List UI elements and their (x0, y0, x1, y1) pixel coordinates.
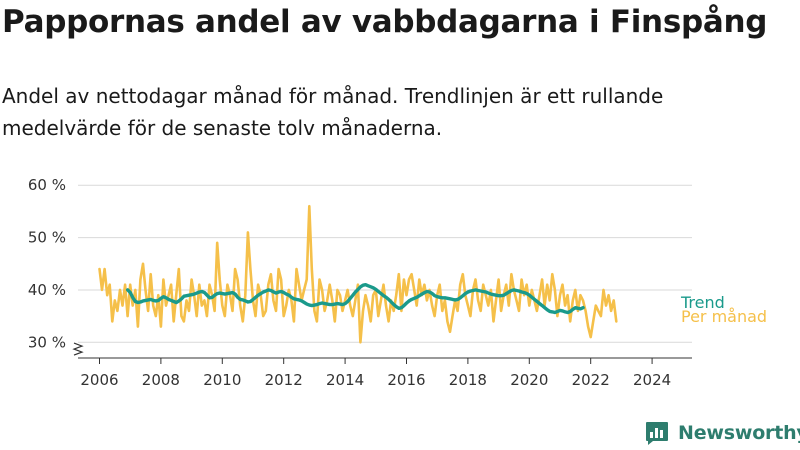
x-tick-label: 2006 (80, 371, 118, 389)
y-tick-label: 50 % (28, 229, 66, 247)
y-axis-ticks: 30 % 40 % 50 % 60 % (28, 176, 84, 356)
series-label-per-manad: Per månad (681, 307, 767, 326)
grid-lines (78, 184, 692, 343)
x-tick-label: 2020 (510, 371, 548, 389)
chart-subtitle: Andel av nettodagar månad för månad. Tre… (2, 84, 664, 140)
x-tick-label: 2012 (265, 371, 303, 389)
x-tick-label: 2014 (326, 371, 364, 389)
y-tick-label: 60 % (28, 176, 66, 194)
x-tick-label: 2008 (142, 371, 180, 389)
newsworthy-logo: Newsworthy (644, 420, 800, 446)
chart-title: Pappornas andel av vabbdagarna i Finspån… (2, 4, 768, 40)
x-tick-label: 2010 (203, 371, 241, 389)
y-axis-break-icon (72, 342, 84, 356)
series-label-trend: Trend (680, 293, 725, 312)
series-line-per-manad (98, 204, 618, 344)
logo-text: Newsworthy (678, 422, 800, 444)
x-tick-label: 2024 (633, 371, 671, 389)
x-tick-label: 2022 (572, 371, 610, 389)
x-tick-label: 2016 (387, 371, 425, 389)
x-axis: 2006 2008 2010 2012 2014 2016 2018 2020 2022 2024 (78, 357, 692, 389)
x-tick-label: 2018 (449, 371, 487, 389)
bar-chart-logo-icon (646, 422, 668, 445)
chart-series (98, 204, 618, 344)
series-line-trend (126, 283, 585, 315)
y-tick-label: 40 % (28, 281, 66, 299)
y-tick-label: 30 % (28, 333, 66, 351)
